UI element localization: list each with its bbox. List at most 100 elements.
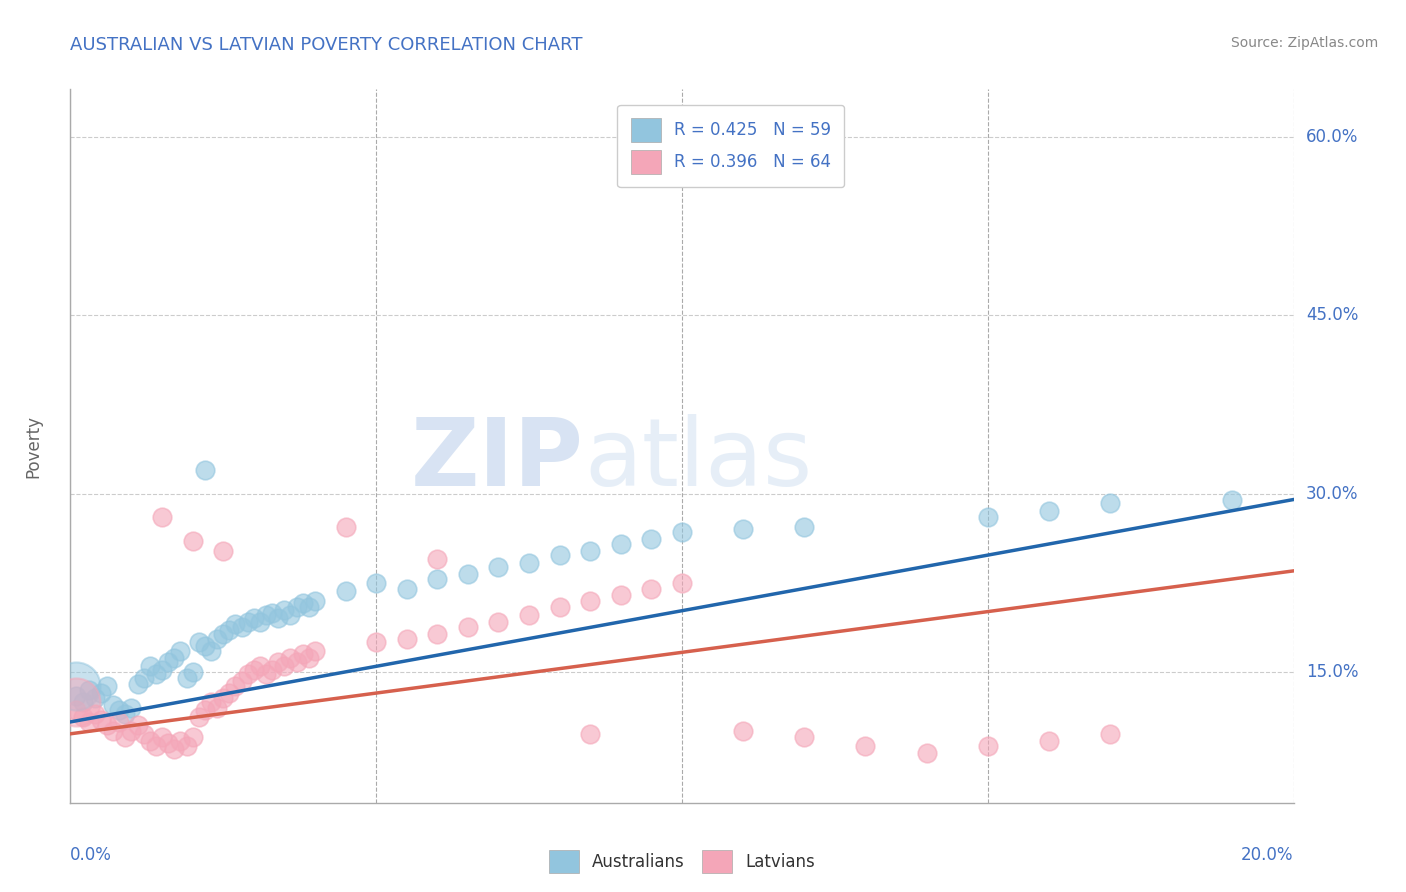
Point [298,650,321,665]
Point [163,742,186,756]
Point [194,703,217,717]
Point [200,695,222,709]
Point [254,607,277,622]
Point [65,679,87,693]
Text: 15.0%: 15.0% [1306,663,1358,681]
Point [83,706,105,721]
Text: 20.0%: 20.0% [1241,846,1294,863]
Point [366,635,388,649]
Point [65,703,87,717]
Point [83,691,105,706]
Point [1038,504,1060,518]
Point [426,627,449,641]
Point [114,731,136,745]
Point [169,643,191,657]
Point [90,686,112,700]
Point [291,596,314,610]
Point [976,739,998,753]
Point [640,532,662,546]
Point [579,727,602,741]
Point [548,549,571,563]
Text: 45.0%: 45.0% [1306,306,1358,324]
Point [793,520,815,534]
Point [267,656,290,670]
Text: Source: ZipAtlas.com: Source: ZipAtlas.com [1230,36,1378,50]
Point [855,739,877,753]
Point [280,650,302,665]
Point [132,727,155,741]
Point [285,656,308,670]
Point [157,736,180,750]
Point [610,536,633,550]
Point [285,599,308,614]
Point [212,627,235,641]
Text: 0.0%: 0.0% [70,846,112,863]
Point [335,520,357,534]
Point [243,663,266,677]
Point [181,534,204,549]
Point [205,632,228,646]
Point [145,667,167,681]
Point [517,556,540,570]
Point [610,588,633,602]
Text: 60.0%: 60.0% [1306,128,1358,145]
Point [640,582,662,596]
Point [176,671,198,685]
Point [426,572,449,586]
Point [273,603,295,617]
Point [249,659,271,673]
Point [200,643,222,657]
Point [249,615,271,629]
Point [108,714,131,729]
Point [176,739,198,753]
Point [224,679,246,693]
Point [298,599,321,614]
Point [243,611,266,625]
Point [72,695,94,709]
Point [218,686,240,700]
Point [127,677,149,691]
Point [793,731,815,745]
Point [231,674,253,689]
Point [224,617,246,632]
Point [976,510,998,524]
Point [187,635,209,649]
Point [218,624,240,638]
Point [395,632,418,646]
Point [1038,734,1060,748]
Point [150,731,173,745]
Point [65,695,87,709]
Point [114,706,136,721]
Point [157,656,180,670]
Point [181,731,204,745]
Point [65,689,87,703]
Point [181,665,204,679]
Point [733,522,755,536]
Point [395,582,418,596]
Point [101,698,124,713]
Point [488,615,510,629]
Point [280,607,302,622]
Point [150,663,173,677]
Point [121,700,143,714]
Point [1099,496,1122,510]
Point [187,710,209,724]
Point [733,724,755,739]
Point [457,567,479,582]
Point [671,575,693,590]
Legend: Australians, Latvians: Australians, Latvians [543,843,821,880]
Text: atlas: atlas [583,414,813,507]
Point [304,643,326,657]
Point [579,543,602,558]
Text: Poverty: Poverty [24,415,42,477]
Point [72,710,94,724]
Point [366,575,388,590]
Point [579,593,602,607]
Point [163,650,186,665]
Point [236,615,259,629]
Point [517,607,540,622]
Point [915,746,938,760]
Text: AUSTRALIAN VS LATVIAN POVERTY CORRELATION CHART: AUSTRALIAN VS LATVIAN POVERTY CORRELATIO… [70,36,583,54]
Text: 30.0%: 30.0% [1306,484,1358,502]
Point [96,718,118,732]
